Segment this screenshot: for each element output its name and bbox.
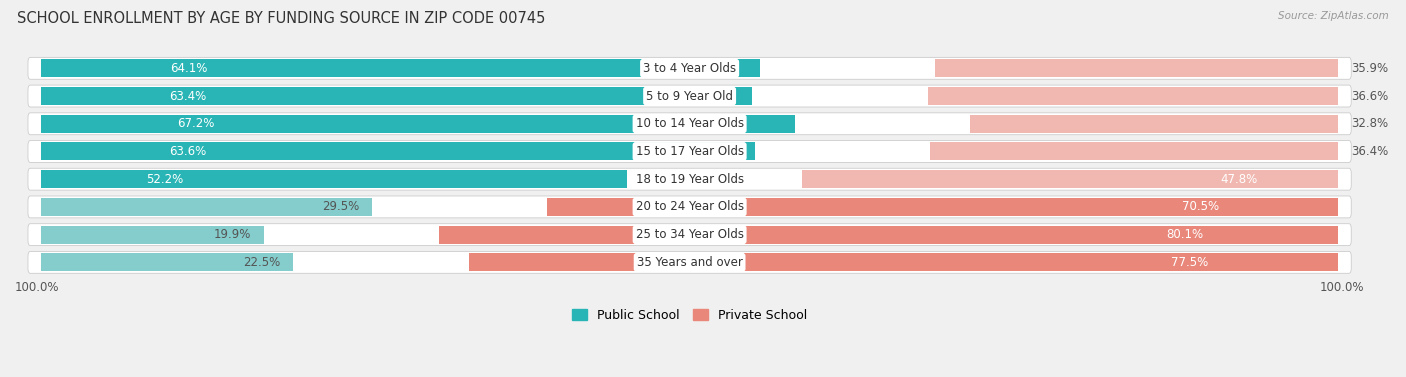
Bar [801,170,1339,188]
Text: 29.5%: 29.5% [322,201,359,213]
Text: 100.0%: 100.0% [1320,281,1364,294]
FancyBboxPatch shape [28,224,1351,245]
Text: 32.8%: 32.8% [1351,117,1388,130]
Text: 67.2%: 67.2% [177,117,214,130]
Text: 15 to 17 Year Olds: 15 to 17 Year Olds [636,145,744,158]
Bar [41,253,294,271]
Bar [41,226,264,244]
Text: 22.5%: 22.5% [243,256,280,269]
Text: 20 to 24 Year Olds: 20 to 24 Year Olds [636,201,744,213]
FancyBboxPatch shape [28,113,1351,135]
FancyBboxPatch shape [28,251,1351,273]
FancyBboxPatch shape [28,141,1351,162]
Text: 80.1%: 80.1% [1167,228,1204,241]
Text: 36.4%: 36.4% [1351,145,1389,158]
FancyBboxPatch shape [28,196,1351,218]
Text: 47.8%: 47.8% [1220,173,1258,186]
Text: 52.2%: 52.2% [146,173,184,186]
Text: 36.6%: 36.6% [1351,90,1389,103]
Text: 10 to 14 Year Olds: 10 to 14 Year Olds [636,117,744,130]
Text: 25 to 34 Year Olds: 25 to 34 Year Olds [636,228,744,241]
FancyBboxPatch shape [28,168,1351,190]
Bar [440,226,1339,244]
Bar [41,198,373,216]
Text: 18 to 19 Year Olds: 18 to 19 Year Olds [636,173,744,186]
FancyBboxPatch shape [28,85,1351,107]
FancyBboxPatch shape [28,57,1351,79]
Text: 19.9%: 19.9% [214,228,252,241]
Text: 100.0%: 100.0% [15,281,59,294]
Bar [970,115,1339,133]
Bar [41,59,761,77]
Bar [935,59,1339,77]
Text: Source: ZipAtlas.com: Source: ZipAtlas.com [1278,11,1389,21]
Text: 77.5%: 77.5% [1171,256,1208,269]
Text: 63.6%: 63.6% [169,145,207,158]
Text: 3 to 4 Year Olds: 3 to 4 Year Olds [643,62,737,75]
Text: 5 to 9 Year Old: 5 to 9 Year Old [647,90,733,103]
Bar [41,115,794,133]
Text: 35.9%: 35.9% [1351,62,1388,75]
Text: 70.5%: 70.5% [1182,201,1219,213]
Text: SCHOOL ENROLLMENT BY AGE BY FUNDING SOURCE IN ZIP CODE 00745: SCHOOL ENROLLMENT BY AGE BY FUNDING SOUR… [17,11,546,26]
Bar [929,143,1339,161]
Legend: Public School, Private School: Public School, Private School [568,304,811,327]
Bar [41,170,627,188]
Bar [41,87,752,105]
Text: 64.1%: 64.1% [170,62,208,75]
Bar [468,253,1339,271]
Text: 63.4%: 63.4% [169,90,207,103]
Bar [928,87,1339,105]
Text: 35 Years and over: 35 Years and over [637,256,742,269]
Bar [547,198,1339,216]
Bar [41,143,755,161]
